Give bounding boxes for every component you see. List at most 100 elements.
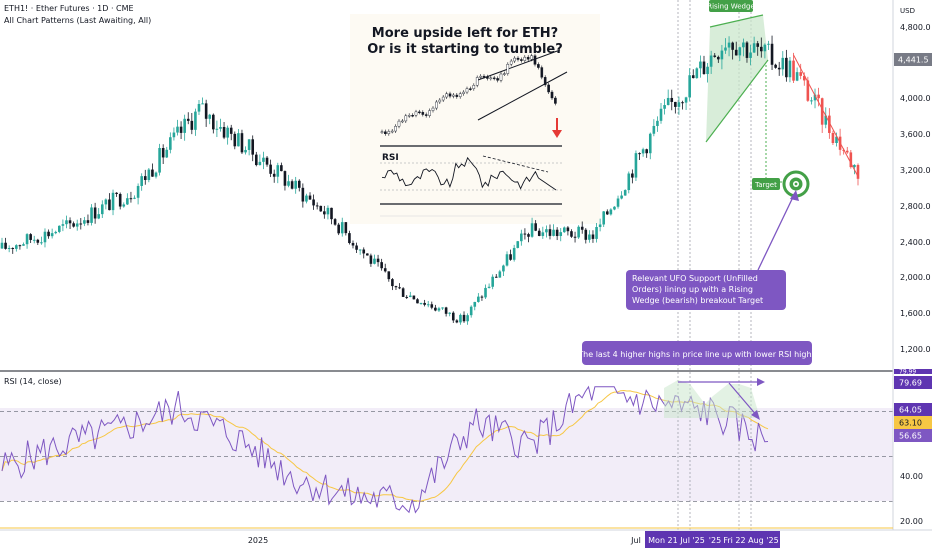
rsi-badge-79-value: 79.69 [899, 379, 922, 388]
inset-candle [458, 93, 462, 97]
price-candle [559, 232, 563, 237]
inset-candle [394, 126, 397, 132]
inset-candle [424, 114, 428, 116]
price-candle [631, 173, 634, 178]
price-candle [186, 118, 190, 121]
price-candle [355, 245, 358, 250]
price-candle [244, 149, 247, 153]
inset-candle [448, 93, 452, 97]
inset-candle [550, 91, 554, 99]
inset-title-line1: More upside left for ETH? [372, 26, 558, 41]
price-candle [183, 118, 186, 133]
price-candle [323, 211, 326, 215]
price-candle [688, 75, 691, 98]
inset-candle [414, 111, 418, 116]
price-candle [727, 42, 731, 48]
rsi-current-badge-value: 56.65 [899, 432, 922, 441]
inset-candle [533, 55, 537, 65]
price-candle [441, 307, 444, 309]
price-candle [770, 43, 774, 65]
price-candle [663, 105, 666, 109]
rising-wedge-area [706, 15, 768, 142]
ufo-pointer-line [757, 194, 795, 271]
price-candle [759, 46, 763, 52]
price-candle [93, 207, 97, 219]
wedge-upper-line [709, 14, 764, 28]
inset-candle [472, 85, 476, 89]
price-candle [423, 302, 426, 305]
price-candle [143, 176, 147, 180]
ufo-pointer-arrowhead [790, 190, 799, 201]
price-candle [810, 100, 813, 102]
price-candle [659, 108, 663, 121]
inset-candle [469, 88, 472, 90]
price-candle [695, 68, 699, 79]
price-candle [570, 231, 573, 237]
rsi-ma-badge [894, 416, 932, 429]
price-candle [36, 239, 40, 243]
inset-candle [543, 77, 547, 86]
inset-wedge-upper [477, 49, 561, 81]
price-candles [0, 35, 860, 325]
price-candle [802, 75, 806, 81]
price-candle [831, 132, 835, 144]
price-candle [315, 205, 319, 207]
inset-candle [499, 73, 503, 81]
price-candle [387, 271, 391, 280]
inset-candle [530, 55, 533, 60]
price-tick: 4,800.0 [900, 23, 931, 32]
price-candle [430, 304, 434, 308]
price-candle [100, 204, 104, 215]
price-candle [545, 229, 548, 233]
price-candle [118, 193, 122, 207]
price-candle [212, 114, 215, 130]
rsi-badge-top [894, 369, 932, 374]
price-candle [552, 229, 555, 236]
price-candle [709, 55, 713, 67]
inset-candle [418, 111, 421, 114]
price-candle [785, 57, 788, 78]
price-candle [777, 67, 781, 70]
time-label-2025: 2025 [248, 536, 268, 545]
price-candle [29, 234, 32, 240]
price-candle [724, 47, 727, 51]
price-candle [498, 271, 502, 278]
price-candle [226, 127, 229, 138]
time-highlight-2-box [722, 531, 780, 548]
price-candle [534, 223, 537, 231]
inset-candle [513, 57, 516, 62]
price-candle [194, 111, 197, 130]
price-candle [380, 262, 383, 269]
price-candle [319, 205, 323, 212]
price-candle [580, 226, 584, 230]
price-candle [254, 154, 258, 166]
price-candle [72, 223, 75, 227]
price-candle [767, 43, 770, 45]
inset-candle [523, 56, 527, 61]
price-candle [738, 47, 742, 56]
price-candle [530, 223, 534, 237]
price-candle [563, 227, 566, 233]
target-label-box [752, 178, 780, 190]
inset-candle [489, 77, 493, 80]
price-candle [444, 307, 448, 314]
price-candle [348, 233, 351, 244]
inset-candles [380, 53, 557, 136]
price-candle [409, 295, 412, 298]
price-candle [763, 44, 767, 52]
price-candle [247, 139, 251, 150]
price-candle [90, 207, 93, 223]
price-candle [204, 103, 208, 119]
inset-candle [404, 115, 408, 122]
price-tick: 3,600.0 [900, 130, 931, 139]
price-candle [448, 312, 451, 314]
price-candle [280, 165, 283, 172]
inset-candle [475, 77, 479, 86]
price-candle [745, 42, 749, 58]
price-candle [129, 198, 133, 200]
inset-title-line2: Or is it starting to tumble? [367, 42, 563, 57]
price-candle [548, 229, 552, 236]
inset-rsi-label: RSI [382, 153, 399, 163]
inset-candle [428, 110, 431, 116]
